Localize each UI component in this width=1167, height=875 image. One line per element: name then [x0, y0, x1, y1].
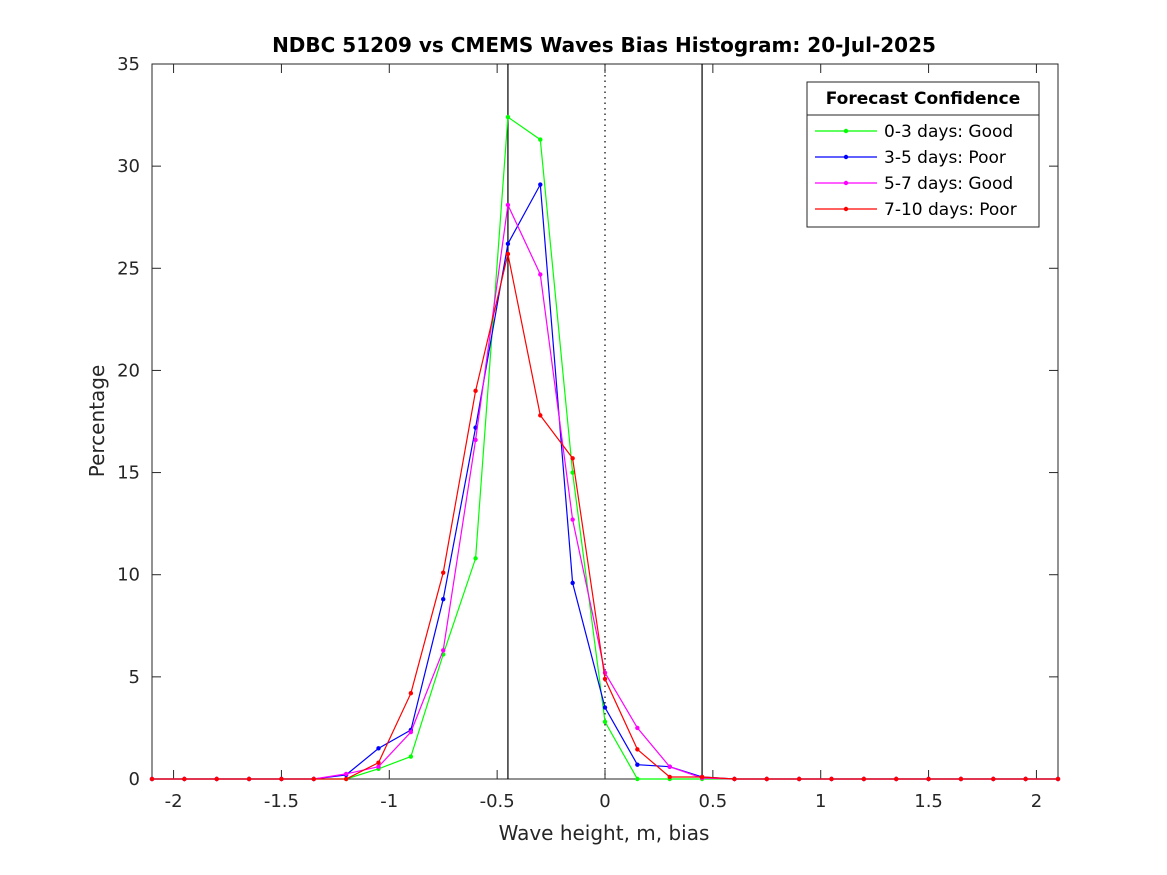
data-point — [343, 771, 349, 777]
data-point — [635, 747, 640, 752]
x-tick-label: -0.5 — [480, 791, 515, 812]
x-axis-label: Wave height, m, bias — [499, 821, 710, 845]
data-point — [635, 776, 640, 782]
y-tick-label: 20 — [117, 360, 140, 381]
data-point — [408, 754, 414, 759]
data-point — [408, 691, 414, 696]
y-tick-label: 5 — [129, 667, 140, 688]
legend-label: 5-7 days: Good — [884, 174, 1013, 194]
data-point — [894, 776, 899, 782]
data-point — [279, 776, 284, 782]
data-point — [473, 556, 478, 561]
data-point — [473, 388, 478, 394]
x-tick-label: 0 — [599, 791, 610, 812]
data-point — [376, 764, 381, 769]
legend-entry: 3-5 days: Poor — [815, 148, 1006, 168]
legend-title: Forecast Confidence — [826, 89, 1021, 109]
data-point — [538, 182, 543, 187]
data-point — [311, 776, 316, 782]
legend-label: 0-3 days: Good — [884, 122, 1013, 142]
data-point — [667, 764, 672, 769]
legend-swatch-marker — [843, 128, 849, 134]
data-point — [602, 705, 608, 710]
legend-entries: 0-3 days: Good 3-5 days: Poor 5-7 days: Go… — [815, 122, 1017, 220]
legend-swatch-marker — [843, 180, 849, 186]
y-axis-ticks: 0 5 10 15 20 25 30 35 — [117, 54, 1058, 790]
x-tick-label: -1.5 — [264, 791, 299, 812]
data-point — [441, 648, 446, 653]
data-point — [473, 437, 478, 443]
legend-swatch-marker — [843, 154, 849, 160]
data-point — [699, 774, 705, 780]
legend-label: 3-5 days: Poor — [884, 148, 1006, 168]
y-tick-label: 30 — [117, 156, 140, 177]
legend-entry: 7-10 days: Poor — [815, 200, 1017, 220]
data-point — [602, 676, 608, 682]
data-point — [505, 114, 511, 120]
data-point — [182, 776, 187, 782]
data-point — [732, 776, 737, 782]
data-point — [635, 762, 640, 767]
legend-label: 7-10 days: Poor — [884, 200, 1017, 220]
data-point — [570, 580, 575, 586]
legend-box — [806, 81, 1040, 228]
data-point — [376, 760, 381, 765]
data-point — [926, 776, 931, 782]
y-axis-label: Percentage — [85, 365, 109, 478]
x-tick-label: 1 — [815, 791, 826, 812]
data-point — [764, 776, 769, 782]
y-tick-label: 35 — [117, 54, 140, 75]
y-tick-label: 15 — [117, 463, 140, 484]
legend-entry: 5-7 days: Good — [815, 174, 1013, 194]
x-tick-label: 2 — [1031, 791, 1042, 812]
data-point — [505, 251, 511, 257]
series-4 — [149, 251, 1061, 782]
legend-entry: 0-3 days: Good — [815, 122, 1013, 142]
data-point — [958, 776, 964, 782]
data-point — [408, 729, 414, 735]
data-point — [1055, 776, 1061, 782]
data-point — [829, 776, 834, 782]
data-point — [376, 746, 381, 751]
data-point — [602, 719, 608, 724]
data-point — [538, 272, 543, 277]
data-point — [570, 470, 575, 475]
chart-title: NDBC 51209 vs CMEMS Waves Bias Histogram… — [272, 33, 936, 57]
data-point — [570, 517, 575, 522]
data-point — [214, 776, 219, 782]
data-point — [441, 570, 446, 575]
data-point — [538, 137, 543, 142]
legend: Forecast Confidence 0-3 days: Good 3-5 da… — [806, 81, 1040, 228]
data-point — [505, 241, 511, 246]
data-point — [667, 774, 672, 780]
data-point — [149, 776, 155, 782]
data-point — [861, 776, 867, 782]
reference-lines — [507, 64, 703, 779]
x-tick-label: 0.5 — [699, 791, 728, 812]
y-tick-label: 25 — [117, 258, 140, 279]
data-point — [505, 202, 511, 208]
y-tick-label: 10 — [117, 565, 140, 586]
series-layer — [149, 114, 1061, 782]
data-point — [796, 776, 802, 782]
data-point — [343, 776, 349, 782]
x-tick-label: 1.5 — [914, 791, 943, 812]
x-tick-label: -2 — [165, 791, 183, 812]
data-point — [635, 725, 640, 731]
data-point — [1023, 776, 1028, 782]
legend-swatch-marker — [843, 206, 849, 212]
x-axis-ticks: -2 -1.5 -1 -0.5 0 0.5 1 1.5 2 — [165, 64, 1042, 812]
data-point — [441, 597, 446, 602]
data-point — [246, 776, 252, 782]
data-point — [991, 776, 996, 782]
data-point — [538, 413, 543, 418]
y-tick-label: 0 — [129, 769, 140, 790]
data-point — [570, 456, 575, 461]
x-tick-label: -1 — [380, 791, 398, 812]
